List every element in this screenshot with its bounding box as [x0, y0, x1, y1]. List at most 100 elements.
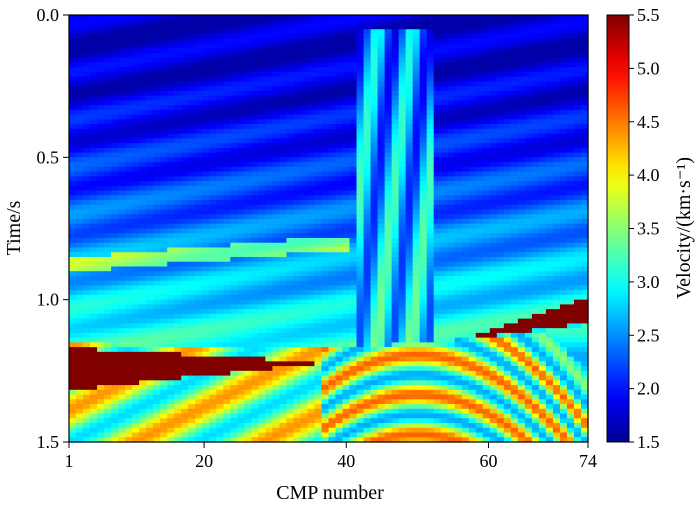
- heatmap-cell: [139, 204, 147, 211]
- heatmap-cell: [153, 119, 161, 125]
- heatmap-cell: [181, 100, 189, 106]
- heatmap-cell: [307, 427, 316, 434]
- heatmap-cell: [216, 323, 224, 329]
- heatmap-cell: [286, 294, 295, 301]
- heatmap-cell: [132, 290, 140, 296]
- heatmap-cell: [433, 247, 442, 253]
- heatmap-cell: [223, 152, 231, 158]
- heatmap-cell: [167, 114, 175, 120]
- heatmap-cell: [216, 109, 224, 116]
- heatmap-cell: [370, 138, 379, 144]
- heatmap-cell: [314, 57, 323, 64]
- heatmap-cell: [195, 385, 203, 391]
- heatmap-cell: [223, 233, 231, 239]
- heatmap-cell: [300, 256, 309, 263]
- heatmap-cell: [265, 394, 273, 400]
- heatmap-cell: [104, 133, 112, 139]
- heatmap-cell: [69, 43, 77, 49]
- heatmap-cell: [293, 427, 302, 434]
- heatmap-cell: [237, 389, 245, 396]
- heatmap-cell: [377, 351, 386, 358]
- heatmap-cell: [398, 432, 407, 438]
- heatmap-cell: [244, 52, 252, 59]
- heatmap-cell: [202, 219, 210, 225]
- heatmap-cell: [146, 256, 154, 263]
- heatmap-cell: [160, 209, 168, 215]
- heatmap-cell: [454, 124, 463, 130]
- heatmap-cell: [426, 318, 435, 324]
- heatmap-cell: [76, 233, 84, 239]
- heatmap-cell: [433, 380, 442, 386]
- heatmap-cell: [349, 15, 358, 21]
- heatmap-cell: [97, 280, 105, 287]
- heatmap-cell: [125, 247, 133, 253]
- heatmap-cell: [167, 52, 175, 59]
- heatmap-cell: [174, 166, 182, 173]
- heatmap-cell: [440, 48, 449, 54]
- heatmap-cell: [230, 109, 238, 116]
- heatmap-cell: [391, 332, 400, 339]
- heatmap-cell: [447, 394, 456, 400]
- heatmap-cell: [174, 366, 182, 372]
- heatmap-cell: [209, 157, 217, 163]
- heatmap-cell: [97, 427, 105, 434]
- heatmap-cell: [307, 351, 316, 358]
- heatmap-cell: [69, 57, 77, 64]
- heatmap-cell: [419, 19, 428, 26]
- heatmap-cell: [321, 228, 330, 234]
- heatmap-cell: [349, 351, 358, 358]
- heatmap-cell: [146, 285, 154, 291]
- heatmap-cell: [104, 275, 112, 282]
- heatmap-cell: [314, 19, 323, 26]
- heatmap-cell: [307, 81, 316, 87]
- heatmap-cell: [398, 237, 407, 244]
- heatmap-cell: [356, 299, 365, 306]
- heatmap-cell: [356, 71, 365, 78]
- heatmap-cell: [209, 190, 217, 196]
- heatmap-cell: [174, 242, 182, 249]
- heatmap-cell: [209, 370, 217, 377]
- heatmap-cell: [237, 114, 245, 120]
- heatmap-cell: [426, 309, 435, 315]
- heatmap-cell: [321, 71, 330, 78]
- heatmap-cell: [419, 233, 428, 239]
- heatmap-cell: [230, 285, 238, 291]
- heatmap-cell: [188, 423, 196, 429]
- heatmap-cell: [391, 109, 400, 116]
- heatmap-cell: [293, 15, 302, 21]
- heatmap-cell: [405, 128, 414, 135]
- heatmap-cell: [279, 423, 288, 429]
- heatmap-cell: [391, 15, 400, 21]
- heatmap-cell: [328, 318, 337, 324]
- heatmap-cell: [181, 247, 189, 253]
- heatmap-cell: [447, 157, 456, 163]
- heatmap-cell: [125, 266, 133, 272]
- heatmap-cell: [174, 351, 182, 358]
- heatmap-cell: [363, 67, 372, 73]
- heatmap-cell: [209, 57, 217, 64]
- heatmap-cell: [370, 356, 379, 362]
- heatmap-cell: [405, 404, 414, 410]
- heatmap-cell: [153, 332, 161, 339]
- heatmap-cell: [384, 152, 393, 158]
- heatmap-cell: [286, 86, 295, 92]
- heatmap-cell: [251, 90, 259, 97]
- heatmap-cell: [97, 100, 105, 106]
- heatmap-cell: [342, 280, 351, 287]
- heatmap-cell: [195, 95, 203, 101]
- heatmap-cell: [433, 347, 442, 353]
- heatmap-cell: [293, 233, 302, 239]
- heatmap-cell: [90, 427, 98, 434]
- heatmap-cell: [454, 143, 463, 149]
- heatmap-cell: [356, 157, 365, 163]
- heatmap-cell: [160, 252, 168, 258]
- heatmap-cell: [146, 418, 154, 424]
- heatmap-cell: [216, 19, 224, 26]
- heatmap-cell: [300, 100, 309, 106]
- heatmap-cell: [195, 157, 203, 163]
- heatmap-cell: [405, 24, 414, 30]
- heatmap-cell: [118, 290, 126, 296]
- heatmap-cell: [419, 181, 428, 187]
- heatmap-cell: [237, 147, 245, 154]
- heatmap-cell: [419, 219, 428, 225]
